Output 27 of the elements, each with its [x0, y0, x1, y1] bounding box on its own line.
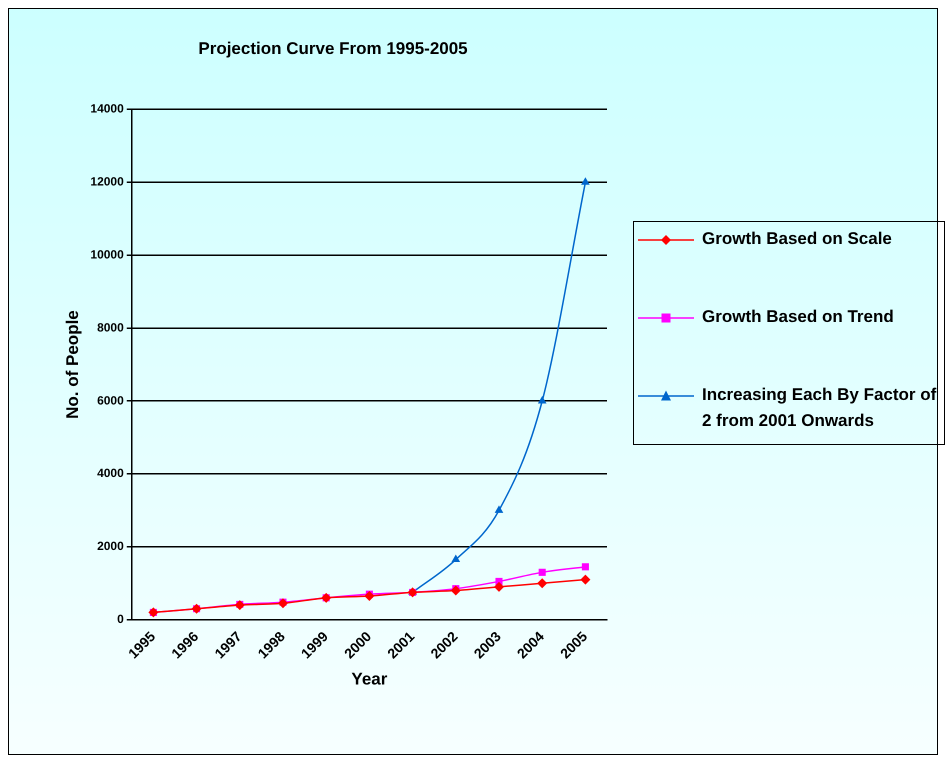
- y-axis-title: No. of People: [62, 310, 82, 419]
- y-tick-label: 8000: [97, 320, 124, 334]
- y-tick-label: 10000: [90, 248, 124, 262]
- x-axis-title: Year: [351, 669, 388, 688]
- point: [451, 554, 460, 562]
- point: [580, 574, 590, 585]
- legend-label: Increasing Each By Factor of 2 from 2001 Onwards: [702, 384, 938, 432]
- point: [278, 598, 288, 608]
- point: [582, 563, 589, 570]
- y-tick-label: 4000: [97, 466, 124, 480]
- point: [494, 582, 504, 592]
- point: [450, 586, 461, 596]
- point: [234, 600, 245, 610]
- point: [581, 177, 590, 185]
- legend-label: Growth Based on Trend: [702, 306, 894, 328]
- y-tick-label: 6000: [97, 393, 124, 408]
- point: [494, 505, 504, 513]
- point: [364, 591, 374, 602]
- y-tick-label: 12000: [90, 174, 124, 189]
- y-tick-label: 2000: [97, 539, 124, 554]
- point: [537, 578, 548, 588]
- legend-label: Growth Based on Scale: [702, 228, 892, 250]
- y-tick-label: 14000: [90, 102, 124, 116]
- point: [538, 396, 547, 404]
- chart-title: Projection Curve From 1995-2005: [198, 38, 468, 58]
- point: [538, 568, 546, 576]
- y-tick-label: 0: [117, 612, 124, 626]
